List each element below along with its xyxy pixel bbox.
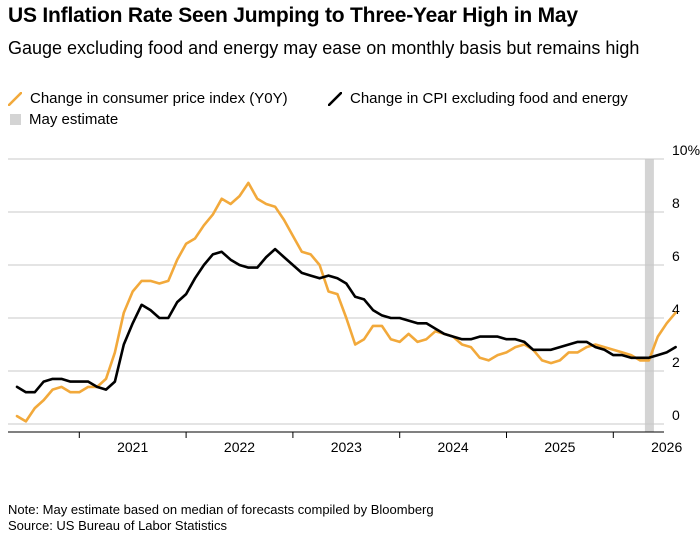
legend-line-core-icon: [328, 91, 342, 106]
legend-item-core: Change in CPI excluding food and energy: [328, 90, 628, 107]
y-tick-label: 0: [672, 407, 680, 423]
footer-note: Note: May estimate based on median of fo…: [8, 502, 434, 517]
x-tick-label: 2025: [544, 439, 575, 455]
series-line-core: [15, 247, 677, 394]
legend-swatch-estimate-icon: [10, 114, 21, 125]
x-tick-label: 2023: [331, 439, 362, 455]
y-tick-label: 4: [672, 301, 680, 317]
y-tick-label: 8: [672, 195, 680, 211]
legend-line-cpi-icon: [8, 91, 22, 106]
y-tick-label: 6: [672, 248, 680, 264]
chart-subtitle: Gauge excluding food and energy may ease…: [8, 38, 640, 58]
x-tick-label: 2021: [117, 439, 148, 455]
x-tick-label: 2022: [224, 439, 255, 455]
legend-label-estimate: May estimate: [29, 111, 119, 128]
x-tick-label: 2024: [438, 439, 469, 455]
footer-source: Source: US Bureau of Labor Statistics: [8, 518, 227, 533]
legend-item-cpi: Change in consumer price index (Y0Y): [8, 90, 288, 107]
legend-label-core: Change in CPI excluding food and energy: [350, 90, 628, 107]
y-tick-label: 2: [672, 354, 680, 370]
legend-label-cpi: Change in consumer price index (Y0Y): [30, 90, 288, 107]
chart-title: US Inflation Rate Seen Jumping to Three-…: [8, 4, 578, 27]
legend-item-estimate: May estimate: [10, 111, 118, 128]
y-tick-label: 10%: [672, 142, 700, 158]
estimate-band: [644, 159, 654, 432]
series-line-cpi: [15, 181, 677, 423]
x-tick-label: 2026: [651, 439, 682, 455]
